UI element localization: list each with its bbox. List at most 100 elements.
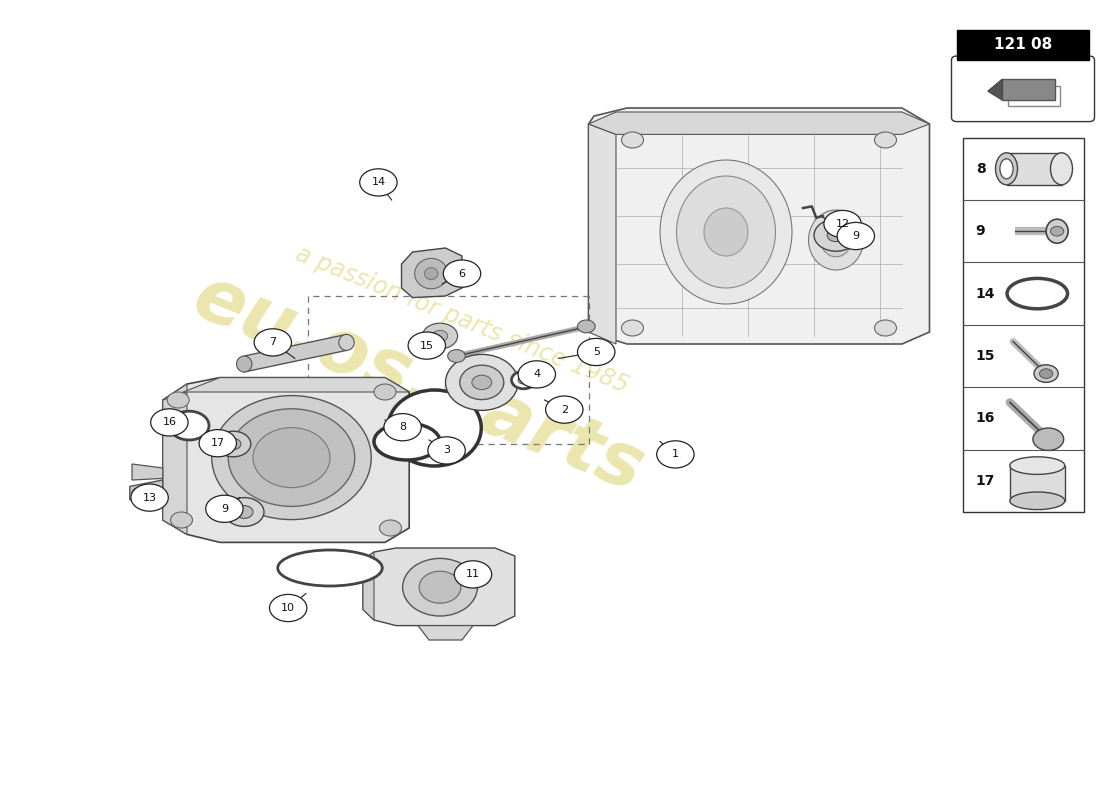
Circle shape <box>1050 226 1064 236</box>
Polygon shape <box>402 248 462 298</box>
Circle shape <box>428 437 465 464</box>
Ellipse shape <box>419 571 461 603</box>
Circle shape <box>814 219 858 251</box>
Circle shape <box>578 338 615 366</box>
Text: 8: 8 <box>976 162 986 176</box>
Ellipse shape <box>460 365 504 399</box>
Ellipse shape <box>704 208 748 256</box>
Circle shape <box>170 512 192 528</box>
Ellipse shape <box>277 550 383 586</box>
Text: 13: 13 <box>143 493 156 502</box>
Text: eu.os.parts: eu.os.parts <box>183 260 653 508</box>
Ellipse shape <box>1010 492 1065 510</box>
Text: 5: 5 <box>593 347 600 357</box>
Ellipse shape <box>518 376 529 384</box>
Polygon shape <box>163 378 409 400</box>
Circle shape <box>408 332 446 359</box>
Bar <box>1006 153 1062 185</box>
Polygon shape <box>363 552 374 620</box>
Circle shape <box>151 409 188 436</box>
Ellipse shape <box>211 395 372 520</box>
Ellipse shape <box>339 334 354 350</box>
Bar <box>1010 466 1065 501</box>
Text: 14: 14 <box>372 178 385 187</box>
Ellipse shape <box>387 390 482 466</box>
Circle shape <box>454 561 492 588</box>
Polygon shape <box>163 378 409 542</box>
Circle shape <box>131 484 168 511</box>
Ellipse shape <box>446 354 518 410</box>
Ellipse shape <box>415 258 448 289</box>
Circle shape <box>546 396 583 423</box>
Ellipse shape <box>1050 153 1072 185</box>
Ellipse shape <box>512 371 536 389</box>
Circle shape <box>422 323 458 349</box>
Text: 10: 10 <box>282 603 295 613</box>
Ellipse shape <box>1034 365 1058 382</box>
Polygon shape <box>130 480 163 500</box>
Text: 17: 17 <box>211 438 224 448</box>
Text: 121 08: 121 08 <box>994 38 1052 52</box>
Polygon shape <box>132 464 163 480</box>
Circle shape <box>874 320 896 336</box>
Text: 17: 17 <box>976 474 996 488</box>
Ellipse shape <box>403 558 477 616</box>
Ellipse shape <box>1010 457 1065 474</box>
Text: a passion for parts since 1985: a passion for parts since 1985 <box>293 242 631 398</box>
Text: 9: 9 <box>852 231 859 241</box>
Ellipse shape <box>996 153 1018 185</box>
Text: 11: 11 <box>466 570 480 579</box>
Bar <box>962 138 1084 512</box>
Ellipse shape <box>425 267 438 280</box>
Circle shape <box>448 350 465 362</box>
Circle shape <box>1040 369 1053 378</box>
Text: 2: 2 <box>561 405 568 414</box>
FancyBboxPatch shape <box>952 56 1094 122</box>
Circle shape <box>621 320 643 336</box>
Text: 14: 14 <box>976 286 996 301</box>
Circle shape <box>254 329 292 356</box>
Text: 9: 9 <box>976 224 986 238</box>
Polygon shape <box>244 334 346 372</box>
Ellipse shape <box>1008 278 1067 309</box>
Text: 15: 15 <box>420 341 433 350</box>
Circle shape <box>132 487 147 498</box>
Text: 8: 8 <box>399 422 406 432</box>
Ellipse shape <box>229 409 354 506</box>
Circle shape <box>837 222 874 250</box>
Circle shape <box>824 210 861 238</box>
Text: 9: 9 <box>221 504 228 514</box>
Polygon shape <box>588 124 616 344</box>
Circle shape <box>518 361 556 388</box>
Ellipse shape <box>374 423 440 460</box>
Polygon shape <box>363 548 515 626</box>
Polygon shape <box>588 108 930 344</box>
Ellipse shape <box>808 210 864 270</box>
Bar <box>1002 79 1055 100</box>
Polygon shape <box>418 626 473 640</box>
Ellipse shape <box>236 356 252 372</box>
Circle shape <box>621 132 643 148</box>
Text: 15: 15 <box>976 349 996 363</box>
Circle shape <box>657 441 694 468</box>
Ellipse shape <box>660 160 792 304</box>
Ellipse shape <box>821 223 851 257</box>
Circle shape <box>224 498 264 526</box>
Ellipse shape <box>1000 158 1013 178</box>
Text: 12: 12 <box>836 219 849 229</box>
Polygon shape <box>163 384 187 534</box>
Circle shape <box>206 495 243 522</box>
Text: 3: 3 <box>443 446 450 455</box>
Ellipse shape <box>1046 219 1068 243</box>
Circle shape <box>235 506 253 518</box>
Bar <box>957 30 1089 60</box>
Text: 16: 16 <box>163 418 176 427</box>
Circle shape <box>578 320 595 333</box>
Circle shape <box>226 438 241 450</box>
Circle shape <box>374 384 396 400</box>
Circle shape <box>443 260 481 287</box>
Text: 4: 4 <box>534 370 540 379</box>
Ellipse shape <box>676 176 776 288</box>
Ellipse shape <box>1033 428 1064 450</box>
Circle shape <box>379 520 401 536</box>
